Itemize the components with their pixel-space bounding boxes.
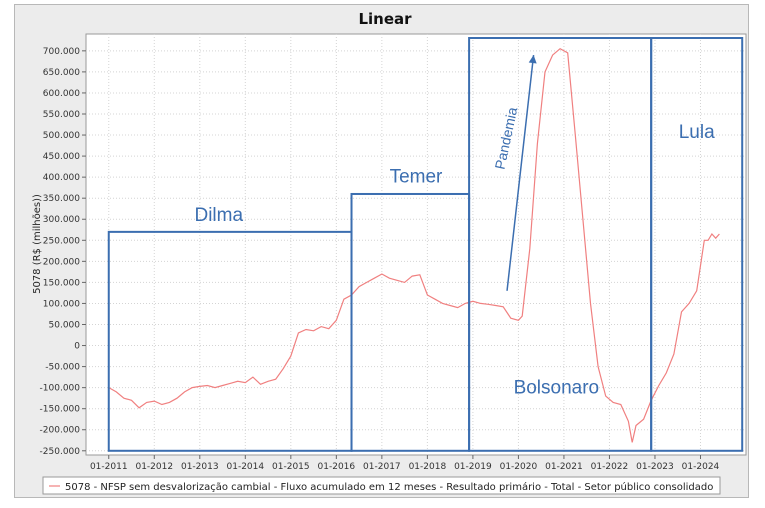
x-tick-label: 01-2017	[363, 462, 401, 472]
grid	[86, 34, 746, 455]
series-line	[108, 47, 720, 443]
x-tick-label: 01-2022	[591, 462, 629, 472]
era-label: Temer	[390, 166, 443, 187]
x-tick-label: 01-2021	[545, 462, 583, 472]
y-tick-label: 450.000	[43, 152, 80, 162]
x-tick-label: 01-2016	[318, 462, 356, 472]
y-tick-label: 650.000	[43, 68, 80, 78]
legend-box	[42, 476, 721, 495]
y-axis: -250.000 -200.000 -150.000 -100.000 -50.000 0…	[40, 47, 86, 457]
x-tick-label: 01-2015	[272, 462, 310, 472]
y-tick-label: 150.000	[43, 278, 80, 288]
y-tick-label: 550.000	[43, 110, 80, 120]
legend-label: 5078 - NFSP sem desvalorização cambial -…	[65, 481, 713, 493]
y-tick-label: 250.000	[43, 236, 80, 246]
era-box	[650, 37, 744, 452]
x-tick-label: 01-2011	[90, 462, 128, 472]
series-layer	[108, 47, 720, 443]
x-axis: 01-2011 01-2012 01-2013 01-2014 01-2015 01-20…	[90, 455, 720, 472]
x-tick-label: 01-2019	[454, 462, 492, 472]
y-tick-label: 50.000	[49, 320, 81, 330]
y-tick-label: 500.000	[43, 131, 80, 141]
x-tick-label: 01-2024	[682, 462, 720, 472]
y-tick-label: 600.000	[43, 89, 80, 99]
y-tick-label: 350.000	[43, 194, 80, 204]
y-tick-label: -150.000	[40, 405, 81, 415]
x-tick-label: 01-2012	[135, 462, 173, 472]
pandemia-arrow-line	[506, 54, 535, 291]
pandemia-arrow-head	[528, 55, 537, 64]
x-tick-label: 01-2020	[500, 462, 538, 472]
y-tick-label: -200.000	[40, 426, 81, 436]
y-tick-label: 200.000	[43, 257, 80, 267]
y-tick-label: -50.000	[45, 363, 80, 373]
era-label: Lula	[679, 122, 715, 143]
y-tick-label: 100.000	[43, 299, 80, 309]
y-tick-label: -250.000	[40, 447, 81, 457]
plot-background	[85, 33, 747, 456]
chart-title: Linear	[358, 10, 412, 28]
x-tick-label: 01-2013	[181, 462, 219, 472]
y-tick-label: -100.000	[40, 384, 81, 394]
y-tick-label: 400.000	[43, 173, 80, 183]
era-label: Dilma	[194, 205, 243, 226]
x-tick-label: 01-2023	[636, 462, 674, 472]
y-tick-label: 700.000	[43, 47, 80, 57]
y-tick-label: 0	[74, 342, 80, 352]
x-tick-label: 01-2018	[409, 462, 447, 472]
y-axis-label: 5078 (R$ (milhões))	[32, 194, 43, 294]
era-label: Bolsonaro	[514, 378, 600, 399]
x-tick-label: 01-2014	[227, 462, 265, 472]
y-tick-label: 300.000	[43, 215, 80, 225]
